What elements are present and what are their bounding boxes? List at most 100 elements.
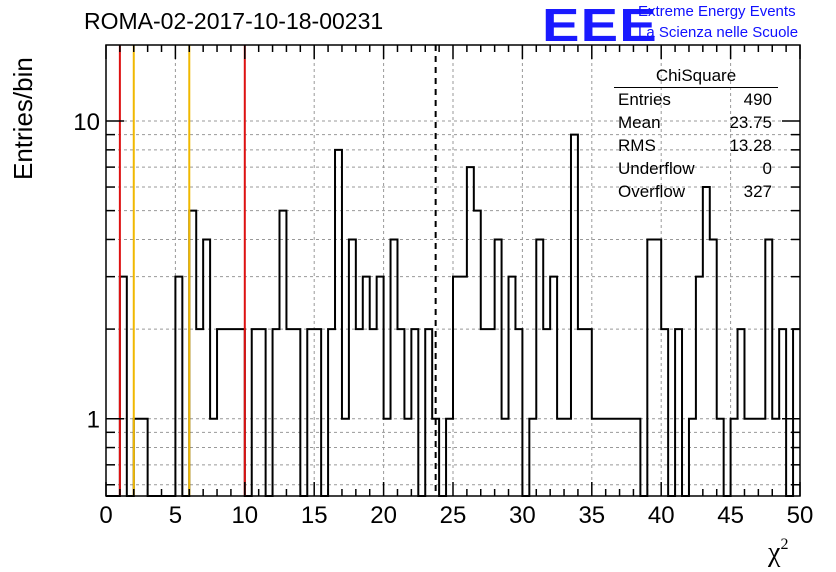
reference-lines [118, 45, 437, 496]
x-tick-label: 0 [99, 502, 112, 529]
histogram-bin [758, 419, 765, 496]
histogram-bin [689, 419, 696, 496]
histogram-bin [502, 419, 509, 496]
histogram-bin [203, 239, 210, 496]
histogram-bin [613, 419, 620, 496]
stats-box: ChiSquare Entries 490 Mean 23.75 RMS 13.28 … [612, 66, 778, 203]
histogram-bin [717, 419, 724, 496]
histogram-bin [286, 329, 293, 496]
stats-row-overflow: Overflow 327 [618, 182, 772, 201]
histogram-bin [189, 211, 196, 496]
histogram-bin [578, 329, 585, 496]
histogram-bin [259, 329, 266, 496]
y-tick-label: 10 [73, 109, 100, 136]
histogram-bin [620, 419, 627, 496]
histogram-bin [384, 419, 391, 496]
histogram-bin [293, 329, 300, 496]
y-axis-label: Entries/bin [8, 57, 38, 180]
histogram-bin [495, 239, 502, 496]
histogram-bin [536, 239, 543, 496]
histogram-bin [335, 150, 342, 496]
histogram-bin [307, 329, 314, 496]
histogram-bin [779, 329, 786, 496]
x-tick-label: 50 [787, 502, 814, 529]
x-tick-label: 25 [440, 502, 467, 529]
histogram-bin [397, 329, 404, 496]
histogram-bin [557, 419, 564, 496]
histogram-bin [731, 419, 738, 496]
x-axis-label-sup: 2 [780, 536, 789, 553]
x-tick-label: 20 [370, 502, 397, 529]
histogram-bin [328, 329, 335, 496]
histogram-bin [481, 329, 488, 496]
histogram-bin [196, 329, 203, 496]
histogram-bin [633, 419, 640, 496]
histogram-bin [543, 329, 550, 496]
histogram-bin [529, 419, 536, 496]
histogram-bin [175, 277, 182, 496]
histogram-outline [106, 133, 800, 497]
stats-row-underflow: Underflow 0 [618, 159, 772, 178]
histogram-bin [592, 419, 599, 496]
histogram-bin [280, 211, 287, 496]
histogram-bin [404, 419, 411, 496]
histogram-bin [120, 277, 127, 496]
histogram-bin [134, 419, 141, 496]
x-tick-label: 5 [169, 502, 182, 529]
histogram-bin [751, 419, 758, 496]
plot-frame [105, 44, 801, 497]
x-tick-label: 35 [578, 502, 605, 529]
histogram-bin [515, 329, 522, 496]
axes: 0 5 10 15 20 25 30 35 40 45 50 1 10 [73, 45, 813, 529]
stats-title: ChiSquare [614, 66, 778, 88]
run-title: ROMA-02-2017-10-18-00231 [84, 8, 384, 34]
histogram-bin [571, 135, 578, 496]
histogram-bin [772, 419, 779, 496]
histogram-bin [509, 277, 516, 496]
histogram-bin [273, 329, 280, 496]
histogram-bin [599, 419, 606, 496]
eee-logo: EEE [542, 0, 658, 51]
x-tick-label: 40 [648, 502, 675, 529]
histogram-bin [654, 239, 661, 496]
stats-row-rms: RMS 13.28 [618, 136, 772, 155]
x-tick-label: 45 [717, 502, 744, 529]
x-tick-label: 30 [509, 502, 536, 529]
org-name: Extreme Energy Events [638, 3, 796, 20]
x-tick-label: 10 [231, 502, 258, 529]
histogram-bin [710, 239, 717, 496]
histogram-bin [627, 419, 634, 496]
y-tick-label: 1 [87, 407, 100, 434]
histogram-bin [238, 329, 245, 496]
histogram-bin [661, 329, 668, 496]
histogram-bin [453, 277, 460, 496]
histogram-bin [606, 419, 613, 496]
stats-row-mean: Mean 23.75 [618, 113, 772, 132]
x-axis-label: χ2 [768, 536, 789, 568]
histogram-bin [647, 239, 654, 496]
histogram-bin [342, 419, 349, 496]
histogram-bin [356, 329, 363, 496]
histogram-bin [474, 211, 481, 496]
histogram-bin [744, 419, 751, 496]
histogram-bin [252, 329, 259, 496]
histogram-bin [488, 329, 495, 496]
histogram-bin [696, 277, 703, 496]
histogram-bin [550, 277, 557, 496]
histogram-bin [141, 419, 148, 496]
histogram-series [106, 133, 800, 497]
grid [106, 45, 800, 496]
histogram-bin [217, 329, 224, 496]
histogram-bin [425, 329, 432, 496]
histogram-bin [210, 419, 217, 496]
histogram-bin [703, 187, 710, 496]
histogram-bin [370, 329, 377, 496]
histogram-bin [585, 329, 592, 496]
x-tick-label: 15 [301, 502, 328, 529]
histogram-bin [411, 329, 418, 496]
histogram-bin [391, 239, 398, 496]
histogram-bin [224, 329, 231, 496]
stats-row-entries: Entries 490 [618, 90, 772, 109]
histogram-bin [793, 329, 800, 496]
